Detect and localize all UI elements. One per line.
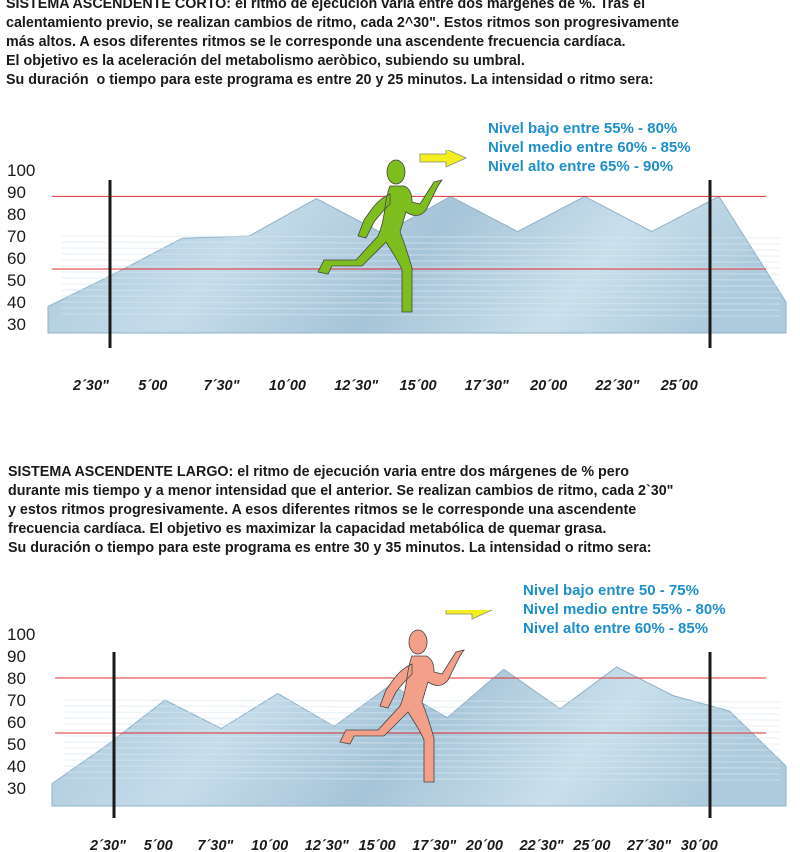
runner-body (339, 649, 465, 783)
y-tick-label: 60 (7, 713, 26, 732)
area-texture (61, 301, 781, 305)
x-tick-label: 25´00 (660, 378, 698, 394)
x-tick-label: 25´00 (572, 838, 610, 852)
area-texture (63, 759, 781, 763)
y-tick-label: 60 (7, 249, 26, 268)
x-tick-label: 30´00 (681, 838, 718, 852)
chart-long-system: 100 90 80 70 60 50 40 30 2´30" 5´00 7´30" 10´00 12´3… (7, 610, 787, 852)
description-line: Su duración o tiempo para este programa … (6, 72, 654, 88)
y-tick-label: 70 (7, 227, 26, 246)
description-system-short: SISTEMA ASCENDENTE CORTO: el ritmo de ej… (6, 0, 796, 90)
intensity-levels-short: Nivel bajo entre 55% - 80% Nivel medio en… (488, 119, 691, 176)
area-texture (61, 289, 781, 293)
x-tick-label: 7´30" (197, 838, 234, 852)
x-tick-label: 2´30" (89, 838, 127, 852)
description-system-long: SISTEMA ASCENDENTE LARGO: el ritmo de ej… (8, 463, 798, 558)
area-texture (61, 235, 781, 239)
system-title: SISTEMA ASCENDENTE LARGO: (8, 464, 234, 480)
y-tick-label: 30 (7, 779, 26, 798)
area-texture (61, 259, 781, 263)
area-texture (63, 771, 781, 775)
intensity-area (47, 195, 787, 334)
x-tick-label: 15´00 (359, 838, 396, 852)
x-tick-label: 20´00 (465, 838, 503, 852)
x-tick-label: 12´30" (334, 378, 379, 394)
y-tick-label: 80 (7, 205, 26, 224)
x-tick-label: 2´30" (72, 378, 110, 394)
x-tick-label: 10´00 (251, 838, 288, 852)
area-texture (63, 747, 781, 751)
area-texture (61, 295, 781, 299)
description-line: calentamiento previo, se realizan cambio… (6, 15, 680, 31)
x-tick-label: 27´30" (626, 838, 672, 852)
y-tick-label: 40 (7, 757, 26, 776)
area-texture (63, 777, 781, 781)
intensity-level: Nivel bajo entre 50 - 75% (523, 582, 699, 599)
y-tick-label: 40 (7, 293, 26, 312)
area-texture (63, 765, 781, 769)
intensity-level: Nivel alto entre 65% - 90% (488, 158, 674, 175)
x-tick-label: 10´00 (269, 378, 306, 394)
runner-icon (339, 629, 465, 783)
x-tick-label: 22´30" (519, 838, 565, 852)
x-tick-label: 12´30" (305, 838, 350, 852)
y-tick-label: 50 (7, 271, 26, 290)
area-texture (61, 313, 781, 317)
area-texture (61, 307, 781, 311)
area-texture (63, 735, 781, 739)
description-line: durante mis tiempo y a menor intensidad … (8, 483, 674, 499)
area-texture (63, 753, 781, 757)
x-tick-label: 22´30" (594, 378, 640, 394)
description-line: frecuencia cardíaca. El objetivo es maxi… (8, 521, 607, 537)
system-title: SISTEMA ASCENDENTE CORTO: (6, 0, 232, 12)
intensity-level: Nivel alto entre 60% - 85% (523, 620, 709, 637)
arrow-icon (445, 610, 493, 620)
y-tick-label: 50 (7, 735, 26, 754)
area-texture (61, 277, 781, 281)
y-tick-label: 90 (7, 183, 26, 202)
arrow-icon (419, 150, 467, 168)
description-line: el ritmo de ejecución varia entre dos má… (231, 0, 646, 12)
area-texture (63, 741, 781, 745)
description-line: más altos. A esos diferentes ritmos se l… (6, 34, 626, 50)
runner-body (317, 179, 443, 313)
x-tick-label: 20´00 (529, 378, 567, 394)
runner-head (386, 159, 406, 185)
area-texture (61, 253, 781, 257)
intensity-level: Nivel medio entre 60% - 85% (488, 139, 691, 156)
area-texture (61, 265, 781, 269)
chart-short-system: 100 90 80 70 60 50 40 30 2´30" 5´00 7´30" 10´00 12´3… (7, 150, 787, 394)
intensity-level: Nivel bajo entre 55% - 80% (488, 120, 678, 137)
area-texture (61, 247, 781, 251)
runner-icon (317, 159, 443, 313)
area-texture (61, 271, 781, 275)
y-tick-label: 100 (7, 625, 35, 644)
y-tick-label: 80 (7, 669, 26, 688)
description-line: el ritmo de ejecución varia entre dos má… (233, 464, 630, 480)
intensity-levels-long: Nivel bajo entre 50 - 75% Nivel medio ent… (523, 581, 726, 638)
y-tick-label: 30 (7, 315, 26, 334)
x-tick-label: 7´30" (204, 378, 241, 394)
x-tick-label: 15´00 (400, 378, 437, 394)
description-line: y estos ritmos progresivamente. A esos d… (8, 502, 637, 518)
description-line: El objetivo es la aceleración del metabo… (6, 53, 525, 69)
area-texture (61, 283, 781, 287)
description-line: Su duración o tiempo para este programa … (8, 540, 652, 556)
x-tick-label: 5´00 (138, 378, 167, 394)
y-tick-label: 90 (7, 647, 26, 666)
y-tick-label: 70 (7, 691, 26, 710)
x-tick-label: 17´30" (412, 838, 457, 852)
intensity-level: Nivel medio entre 55% - 80% (523, 601, 726, 618)
x-tick-label: 5´00 (144, 838, 173, 852)
y-tick-label: 100 (7, 161, 35, 180)
area-texture (61, 241, 781, 245)
x-tick-label: 17´30" (465, 378, 510, 394)
runner-head (408, 629, 428, 655)
